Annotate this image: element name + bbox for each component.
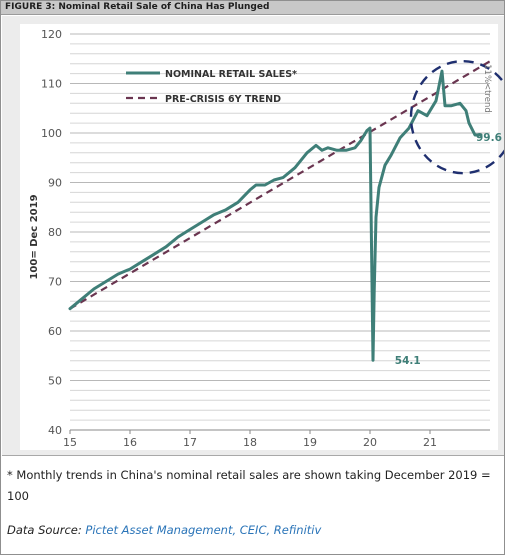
series-retail-sales-line: [68, 69, 483, 362]
retail-sales-chart: 40 50 60 70 80 90 100 110 120 15 16 17 18 19 20 21 100= …: [20, 24, 504, 450]
plot-background: [20, 24, 498, 450]
y-tick-label: 40: [48, 424, 62, 437]
y-tick-label: 60: [48, 325, 62, 338]
x-tick-label: 19: [303, 436, 317, 449]
annotation-latest-value: 99.6: [476, 132, 502, 144]
data-source-links[interactable]: Pictet Asset Management, CEIC, Refinitiv: [85, 523, 322, 537]
y-tick-label: 120: [41, 28, 62, 41]
y-tick-label: 70: [48, 276, 62, 289]
x-tick-label: 18: [243, 436, 257, 449]
legend-label-retail: NOMINAL RETAIL SALES*: [165, 69, 297, 80]
y-tick-label: 110: [41, 78, 62, 91]
x-tick-label: 16: [123, 436, 137, 449]
data-source-label: Data Source:: [7, 523, 86, 537]
legend-label-trend: PRE-CRISIS 6Y TREND: [165, 94, 281, 105]
chart-footnote: * Monthly trends in China's nominal reta…: [7, 468, 491, 503]
annotation-low-value: 54.1: [395, 355, 421, 367]
annotation-gap-to-trend: 11%<trend: [482, 64, 492, 113]
data-source-line: Data Source: Pictet Asset Management, CE…: [7, 523, 321, 537]
y-axis-label: 100= Dec 2019: [29, 194, 40, 279]
series-trend-line: [69, 60, 491, 310]
y-tick-label: 90: [48, 177, 62, 190]
chart-panel: 40 50 60 70 80 90 100 110 120 15 16 17 18 19 20 21 100= …: [2, 16, 504, 456]
x-tick-label: 15: [63, 436, 77, 449]
figure-header-bar: FIGURE 3: Nominal Retail Sale of China H…: [1, 1, 504, 15]
y-tick-label: 80: [48, 226, 62, 239]
x-tick-label: 20: [363, 436, 377, 449]
x-tick-label: 17: [183, 436, 197, 449]
figure-title: FIGURE 3: Nominal Retail Sale of China H…: [5, 2, 270, 12]
y-tick-label: 50: [48, 375, 62, 388]
x-tick-label: 21: [423, 436, 437, 449]
y-tick-label: 100: [41, 127, 62, 140]
